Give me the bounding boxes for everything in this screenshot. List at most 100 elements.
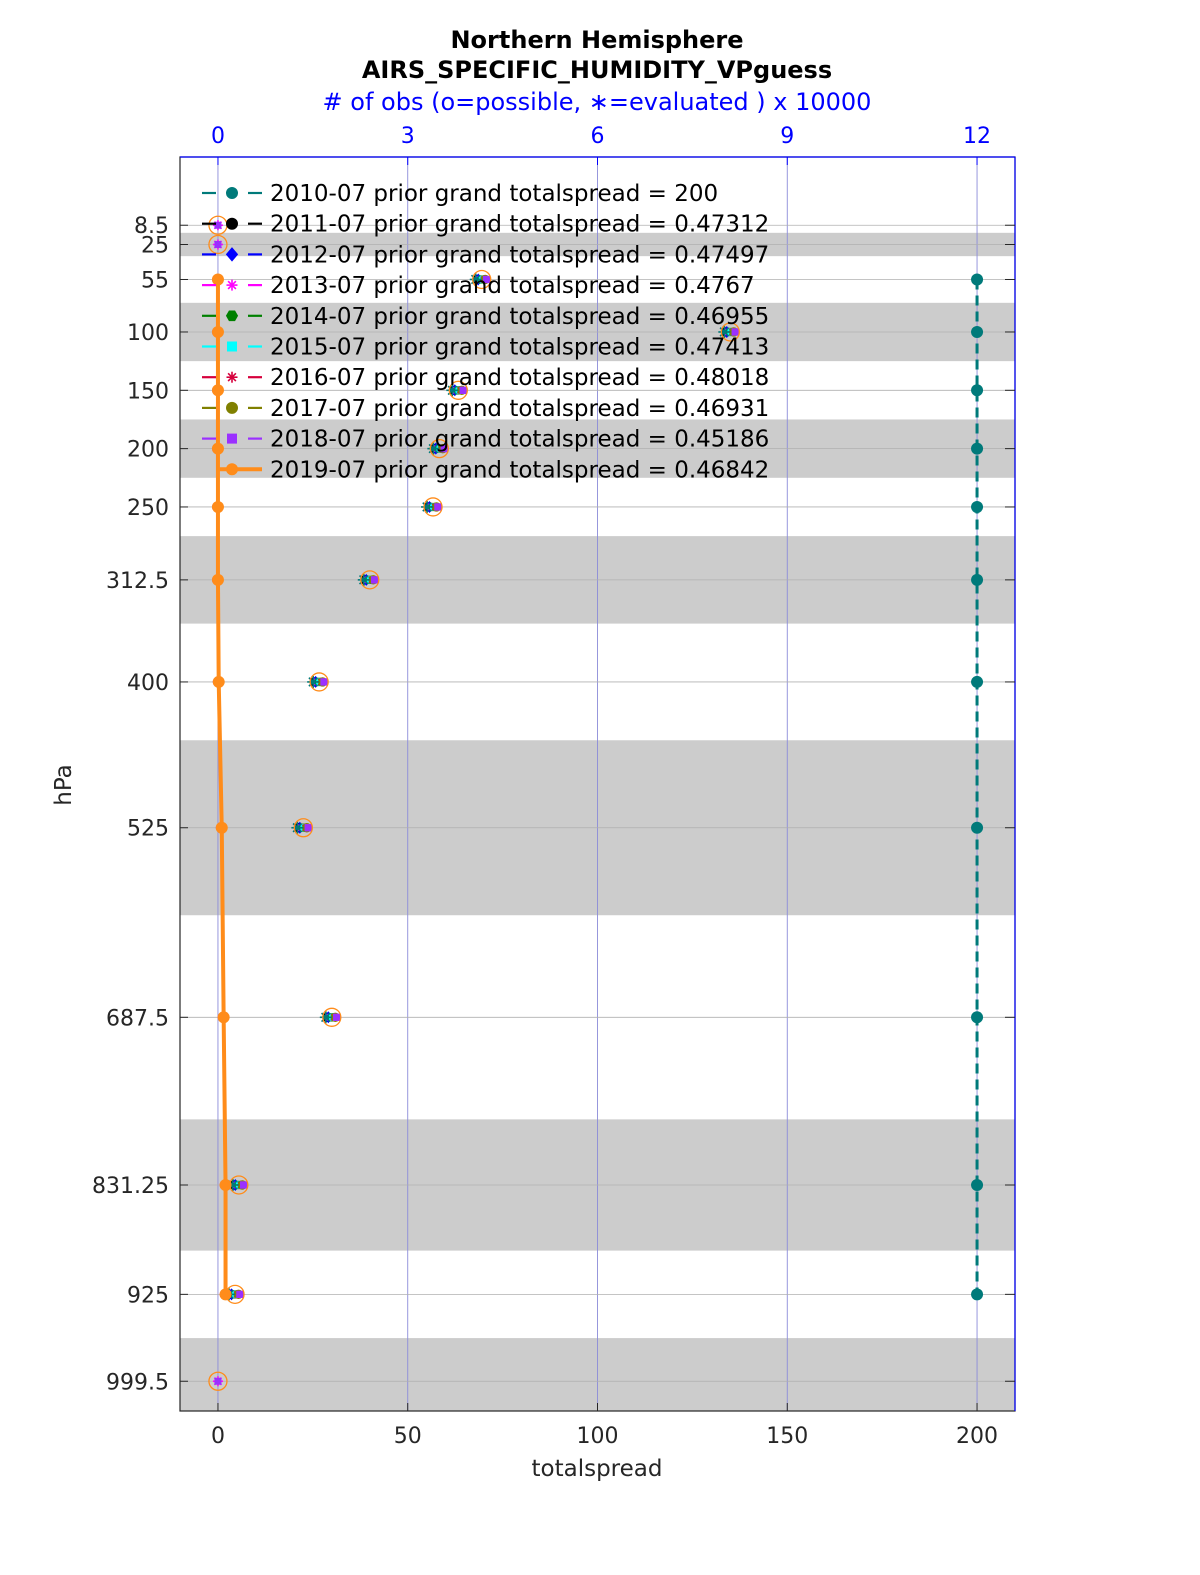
top-tick-label: 12 (963, 124, 991, 149)
obs-cluster (469, 269, 492, 290)
series-point-2019 (219, 1288, 232, 1301)
marker (307, 675, 320, 688)
y-tick-label: 100 (127, 321, 169, 346)
y-tick-label: 55 (141, 268, 169, 293)
y-tick-label: 831.25 (92, 1174, 169, 1199)
marker (227, 341, 237, 352)
marker (225, 247, 239, 262)
x-tick-label: 50 (394, 1424, 422, 1449)
series-point-2010 (971, 325, 984, 338)
y-tick-label: 250 (127, 496, 169, 521)
x-axis-label: totalspread (532, 1456, 663, 1482)
top-tick-label: 3 (401, 124, 415, 149)
marker (226, 187, 238, 199)
y-tick-label: 999.5 (106, 1370, 169, 1395)
top-tick-label: 6 (591, 124, 605, 149)
possible-obs-circle (322, 1007, 342, 1027)
plot-area: 0 50 100 150 200 0 3 6 9 12 8.525 55 100 150 200 250 312… (92, 124, 1016, 1449)
chart-subtitle: AIRS_SPECIFIC_HUMIDITY_VPguess (362, 56, 832, 84)
marker (421, 500, 434, 513)
possible-obs-circle (448, 380, 468, 400)
legend-entry: 2011-07 prior grand totalspread = 0.4731… (202, 212, 769, 238)
possible-obs-circle (429, 438, 450, 459)
legend-entry: 2010-07 prior grand totalspread = 200 (202, 181, 718, 207)
marker (731, 328, 739, 336)
obs-cluster (319, 1007, 342, 1027)
possible-obs-circle (309, 672, 329, 692)
marker (214, 240, 222, 248)
top-axis-label: # of obs (o=possible, ∗=evaluated ) x 10… (323, 88, 872, 116)
x-tick-label: 0 (211, 1424, 225, 1449)
obs-cluster (357, 570, 380, 590)
y-tick-label: 687.5 (106, 1006, 169, 1031)
x-tick-label: 100 (577, 1424, 619, 1449)
obs-cluster (446, 380, 468, 400)
legend-label: 2015-07 prior grand totalspread = 0.4741… (270, 335, 769, 361)
top-tick-label: 0 (211, 124, 225, 149)
legend-entry: 2012-07 prior grand totalspread = 0.4749… (202, 242, 769, 268)
marker (434, 503, 442, 511)
legend-label: 2019-07 prior grand totalspread = 0.4684… (270, 457, 769, 483)
legend-label: 2017-07 prior grand totalspread = 0.4693… (270, 396, 769, 422)
series-point-2010 (971, 442, 984, 455)
marker (226, 371, 238, 383)
marker (240, 1181, 248, 1189)
series-point-2019 (211, 442, 224, 455)
marker (333, 1013, 341, 1022)
series-point-2010 (971, 500, 984, 513)
possible-obs-circle (208, 234, 228, 255)
y-tick-label: 25 (141, 233, 169, 258)
series-point-2019 (215, 821, 228, 834)
legend-entry: 2013-07 prior grand totalspread = 0.4767 (202, 273, 755, 299)
obs-cluster (291, 818, 314, 838)
series-point-2019 (211, 384, 224, 397)
obs-cluster (208, 234, 228, 255)
series-point-2019 (211, 500, 224, 513)
possible-obs-circle (208, 1371, 228, 1391)
series-point-2019 (211, 573, 224, 586)
marker (226, 401, 238, 414)
legend-label: 2011-07 prior grand totalspread = 0.4731… (270, 212, 769, 238)
obs-cluster (427, 438, 450, 459)
marker (226, 217, 238, 230)
y-tick-label: 312.5 (106, 569, 169, 594)
legend-label: 2013-07 prior grand totalspread = 0.4767 (270, 273, 755, 299)
chart-title: Northern Hemisphere (450, 26, 743, 54)
marker (319, 1011, 332, 1024)
possible-obs-circle (472, 269, 492, 290)
top-tick-label: 9 (780, 124, 794, 149)
series-point-2010 (971, 675, 984, 688)
y-tick-label: 150 (127, 379, 169, 404)
legend-entry: 2018-07 prior grand totalspread = 0.4518… (202, 427, 769, 453)
possible-obs-circle (360, 570, 380, 590)
y-tick-label: 525 (127, 817, 169, 842)
x-tick-label: 200 (956, 1424, 998, 1449)
obs-cluster (421, 497, 443, 517)
marker (236, 1290, 244, 1299)
legend-label: 2016-07 prior grand totalspread = 0.4801… (270, 365, 769, 391)
series-point-2019 (212, 675, 225, 688)
series-point-2010 (971, 1011, 984, 1024)
legend-entry: 2015-07 prior grand totalspread = 0.4741… (202, 335, 769, 361)
marker (227, 433, 237, 444)
legend-label: 2010-07 prior grand totalspread = 200 (270, 181, 718, 207)
possible-obs-circle (293, 818, 314, 838)
legend-entry: 2019-07 prior grand totalspread = 0.4684… (218, 457, 769, 483)
marker (482, 275, 491, 284)
y-tick-label: 8.5 (134, 214, 169, 239)
series-point-2019 (217, 1011, 230, 1024)
series-point-2010 (971, 384, 984, 397)
y-tick-label: 400 (127, 671, 169, 696)
series-point-2010 (971, 1288, 984, 1301)
marker-stroke (227, 280, 237, 290)
series-point-2010 (971, 1178, 984, 1191)
series-point-2010 (971, 573, 984, 586)
legend-label: 2018-07 prior grand totalspread = 0.4518… (270, 427, 769, 453)
x-tick-label: 150 (766, 1424, 808, 1449)
marker (370, 576, 379, 584)
marker (226, 279, 238, 291)
series-point-2010 (971, 821, 984, 834)
legend: 2010-07 prior grand totalspread = 200 201… (202, 181, 769, 483)
marker (225, 310, 239, 322)
